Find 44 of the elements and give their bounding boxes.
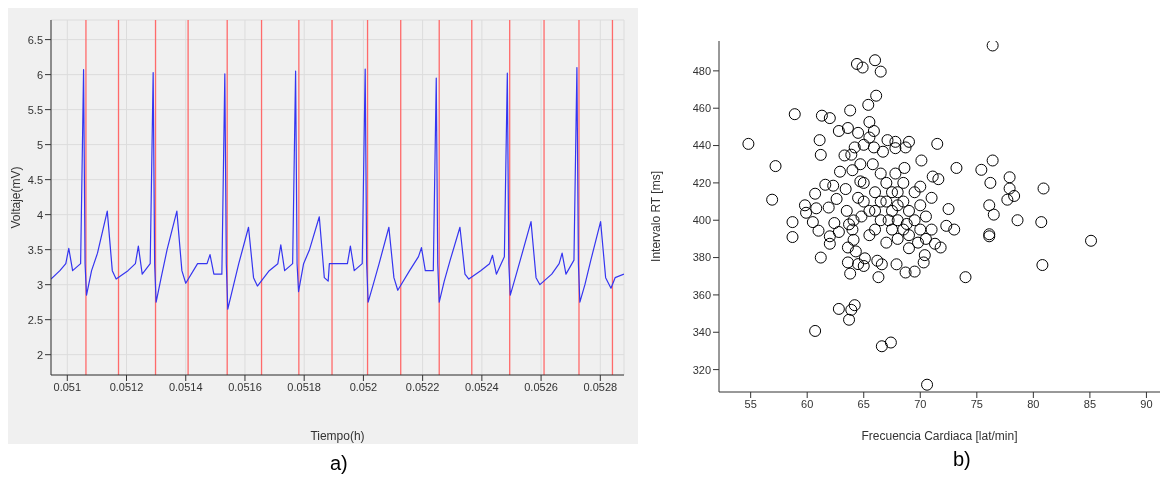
x-tick-label: 0.0516 <box>228 380 262 393</box>
y-axis-title: Intervalo RT [ms] <box>649 171 664 262</box>
x-axis-title: Frecuencia Cardiaca [lat/min] <box>861 429 1018 443</box>
y-tick-label: 6.5 <box>27 33 43 46</box>
x-tick-label: 0.0514 <box>168 380 203 393</box>
y-tick-label: 4 <box>36 208 43 221</box>
x-tick-label: 90 <box>1140 397 1153 410</box>
x-tick-label: 0.0518 <box>287 380 322 393</box>
y-tick-label: 380 <box>692 251 711 264</box>
text: a) <box>330 452 348 475</box>
y-tick-label: 340 <box>692 326 711 339</box>
x-tick-label: 70 <box>914 397 927 410</box>
x-axis-title: Tiempo(h) <box>310 429 365 443</box>
y-tick-label: 360 <box>692 288 711 301</box>
x-tick-label: 65 <box>857 397 870 410</box>
y-axis-title: Voltaje(mV) <box>9 166 24 229</box>
y-tick-label: 5.5 <box>27 103 43 116</box>
y-tick-label: 440 <box>692 139 711 152</box>
y-tick-label: 400 <box>692 214 711 227</box>
line-series <box>51 67 624 310</box>
y-tick-label: 480 <box>692 64 711 77</box>
x-tick-label: 0.0528 <box>583 380 618 393</box>
y-tick-label: 3.5 <box>27 243 43 256</box>
x-tick-label: 0.0524 <box>465 380 499 393</box>
y-tick-label: 5 <box>36 138 43 151</box>
x-tick-label: 85 <box>1083 397 1097 410</box>
x-tick-label: 55 <box>744 397 757 410</box>
x-tick-label: 80 <box>1027 397 1040 410</box>
y-tick-label: 2.5 <box>27 313 43 326</box>
y-tick-label: 4.5 <box>27 173 43 186</box>
x-tick-label: 0.051 <box>53 380 82 393</box>
x-tick-label: 0.0526 <box>524 380 558 393</box>
x-tick-label: 60 <box>801 397 814 410</box>
x-tick-label: 0.052 <box>349 380 378 393</box>
x-tick-label: 75 <box>970 397 983 410</box>
y-tick-label: 420 <box>692 176 711 189</box>
text: b) <box>953 448 971 471</box>
y-tick-label: 460 <box>692 102 711 115</box>
y-tick-label: 3 <box>36 278 43 291</box>
y-tick-label: 2 <box>36 348 43 361</box>
y-tick-label: 320 <box>692 363 711 376</box>
x-tick-label: 0.0522 <box>405 380 440 393</box>
x-tick-label: 0.0512 <box>109 380 144 393</box>
y-tick-label: 6 <box>36 68 43 81</box>
